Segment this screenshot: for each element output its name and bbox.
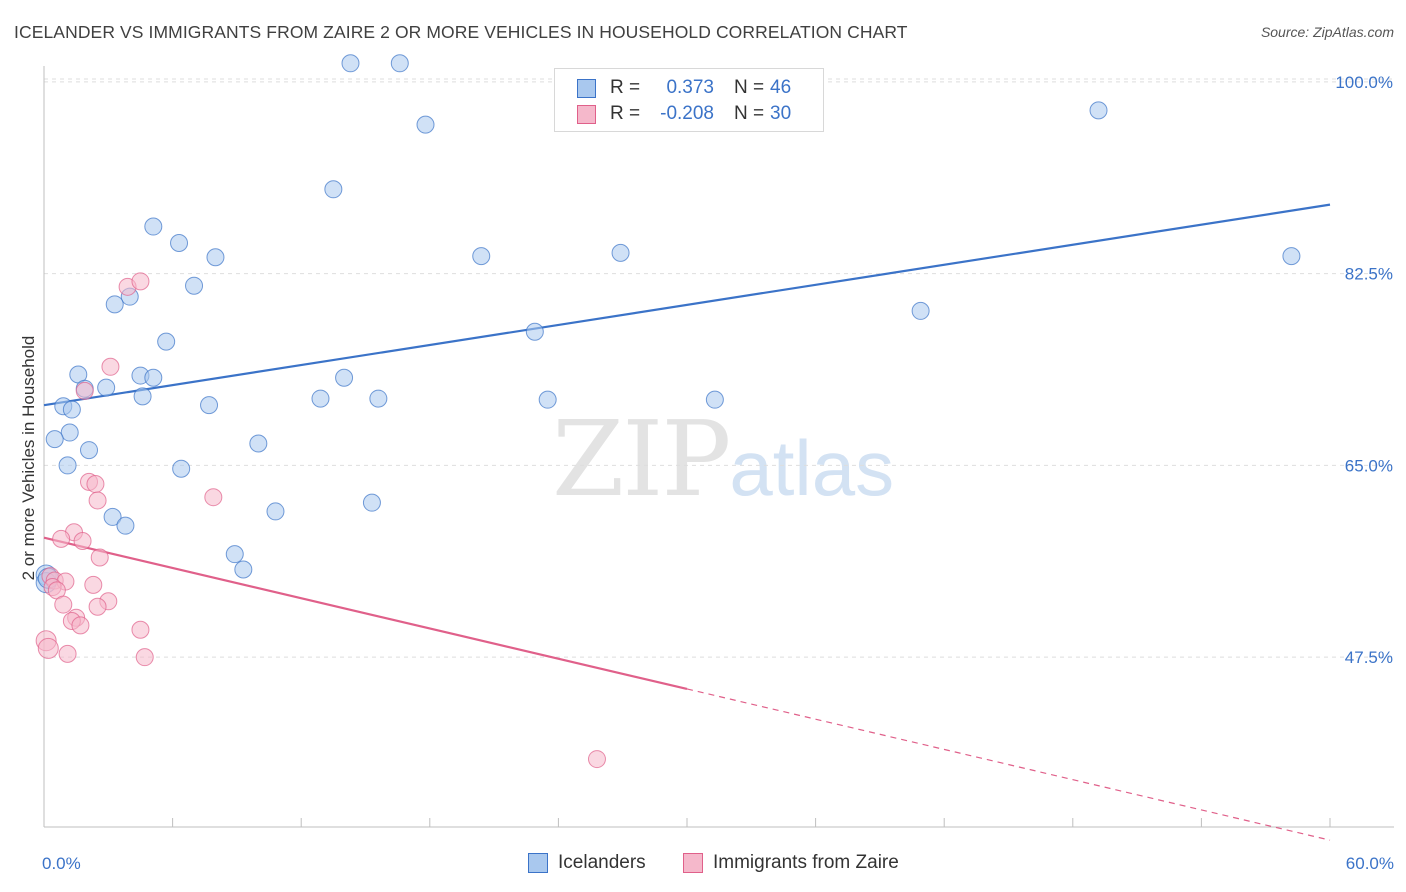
icelanders-point — [335, 368, 354, 387]
bottom-legend-swatch-zaire — [683, 853, 703, 873]
icelanders-point — [234, 560, 253, 579]
zaire-point — [101, 357, 120, 376]
zaire-point — [84, 575, 103, 594]
legend-r-label: R = — [610, 77, 641, 98]
icelanders-point — [525, 322, 544, 341]
icelanders-point — [80, 441, 99, 460]
icelanders-point — [185, 276, 204, 295]
axes — [43, 66, 1394, 828]
y-axis-label: 2 or more Vehicles in Household — [19, 336, 38, 581]
zaire-point — [58, 644, 77, 663]
icelanders-point — [911, 301, 930, 320]
watermark: ZIPatlas — [552, 398, 894, 520]
zaire-point — [131, 272, 150, 291]
icelanders-point — [311, 389, 330, 408]
bottom-legend-zaire: Immigrants from Zaire — [683, 852, 899, 874]
icelanders-point — [206, 248, 225, 267]
icelanders-point — [157, 332, 176, 351]
zaire-point — [135, 648, 154, 667]
zaire-point — [88, 491, 107, 510]
legend-n-value: 46 — [770, 77, 792, 98]
trend-lines — [43, 203, 1331, 841]
y-tick-label: 65.0% — [1345, 456, 1393, 475]
data-points — [35, 54, 1301, 769]
x-tick-label: 0.0% — [42, 854, 81, 873]
tick-labels: 47.5% 65.0% 82.5% 100.0% 0.0% 60.0% — [42, 73, 1394, 873]
zaire-point — [131, 620, 150, 639]
watermark-zip: ZIP — [552, 398, 731, 520]
y-tick-label: 100.0% — [1335, 73, 1393, 92]
icelanders-point — [144, 368, 163, 387]
x-tick-label: 60.0% — [1346, 854, 1394, 873]
zaire-point — [86, 475, 105, 494]
icelanders-point — [538, 390, 557, 409]
icelanders-point — [144, 217, 163, 236]
legend: R = 0.373 N = 46 R = -0.208 N = 30 — [554, 68, 824, 132]
y-tick-label: 82.5% — [1345, 265, 1393, 284]
source-label: Source: ZipAtlas.com — [1260, 24, 1394, 40]
zaire-point — [52, 529, 71, 548]
legend-swatch-icelanders — [577, 78, 596, 98]
legend-n-label: N = — [734, 77, 765, 98]
icelanders-point — [58, 456, 77, 475]
icelanders-point — [225, 545, 244, 564]
legend-r-label: R = — [610, 103, 641, 124]
icelanders-point — [705, 390, 724, 409]
legend-r-value: -0.208 — [660, 103, 714, 124]
icelanders-point — [472, 247, 491, 266]
zaire-point — [71, 616, 90, 635]
icelanders-point — [133, 387, 152, 406]
icelanders-point — [105, 295, 124, 314]
bottom-legend-swatch-icelanders — [528, 853, 548, 873]
zaire-point — [90, 548, 109, 567]
zaire-point — [73, 532, 92, 551]
icelanders-point — [369, 389, 388, 408]
watermark-atlas: atlas — [729, 424, 895, 512]
zaire-point — [37, 637, 59, 659]
icelanders-point — [170, 233, 189, 252]
icelanders-point — [416, 115, 435, 134]
icelanders-point — [60, 423, 79, 442]
icelanders-point — [341, 54, 360, 73]
icelanders-point — [324, 180, 343, 199]
icelanders-point — [611, 243, 630, 262]
icelanders-point — [1089, 101, 1108, 120]
icelanders-point — [249, 434, 268, 453]
legend-n-label: N = — [734, 103, 765, 124]
icelanders-point — [200, 396, 219, 415]
icelanders-point — [97, 378, 116, 397]
icelanders-point — [362, 493, 381, 512]
legend-row-zaire: R = -0.208 N = 30 — [577, 102, 791, 126]
legend-swatch-zaire — [577, 104, 596, 124]
y-tick-label: 47.5% — [1345, 648, 1393, 667]
bottom-legend-label-icelanders: Icelanders — [558, 852, 646, 873]
icelanders-point — [172, 459, 191, 478]
icelanders-point — [45, 430, 64, 449]
zaire-point — [587, 750, 606, 769]
icelanders-point — [103, 507, 122, 526]
icelanders-point — [62, 400, 81, 419]
bottom-legend-label-zaire: Immigrants from Zaire — [713, 852, 899, 873]
icelanders-point — [266, 502, 285, 521]
legend-r-value: 0.373 — [666, 77, 714, 98]
legend-row-icelanders: R = 0.373 N = 46 — [577, 76, 791, 100]
bottom-legend: Icelanders Immigrants from Zaire — [0, 852, 1406, 876]
icelanders-point — [116, 516, 135, 535]
zaire-point — [75, 381, 94, 400]
icelanders-point — [1282, 247, 1301, 266]
zaire-point — [88, 597, 107, 616]
zaire-point — [204, 488, 223, 507]
icelanders-point — [390, 54, 409, 73]
chart-title: ICELANDER VS IMMIGRANTS FROM ZAIRE 2 OR … — [14, 22, 908, 42]
zaire-point — [54, 595, 73, 614]
bottom-legend-icelanders: Icelanders — [528, 852, 646, 874]
trend-line-0 — [43, 203, 1331, 407]
legend-n-value: 30 — [770, 103, 792, 124]
trend-line-1 — [43, 536, 688, 691]
trend-line-extension-1 — [686, 688, 1331, 841]
